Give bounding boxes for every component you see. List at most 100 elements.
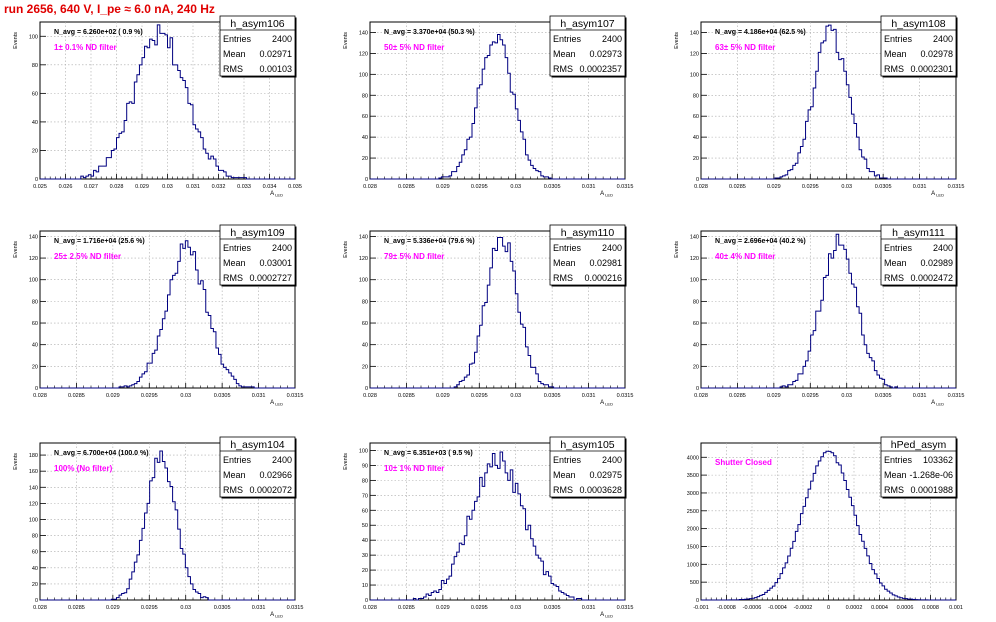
x-tick-label: 0.0315 — [287, 605, 304, 611]
stats-label-entries: Entries — [884, 455, 913, 465]
y-tick-label: 60 — [362, 114, 368, 120]
y-tick-label: 80 — [362, 299, 368, 305]
y-tick-label: 100 — [359, 448, 368, 454]
y-tick-label: 30 — [362, 553, 368, 559]
x-tick-label: 0.028 — [33, 605, 47, 611]
plot-frame — [369, 442, 626, 601]
x-tick-label: 0.027 — [84, 184, 98, 190]
y-tick-label: 40 — [693, 135, 699, 141]
x-axis-title: A LED — [931, 191, 944, 198]
y-tick-label: 60 — [32, 550, 38, 556]
x-tick-label: 0.026 — [59, 184, 73, 190]
x-axis-title: A LED — [600, 612, 613, 619]
y-tick-label: 2500 — [687, 509, 699, 515]
x-tick-label: 0.031 — [186, 184, 200, 190]
stats-label-entries: Entries — [223, 243, 252, 253]
x-tick-label: 0.031 — [913, 393, 927, 399]
run-title: run 2656, 640 V, I_pe ≈ 6.0 nA, 240 Hz — [4, 2, 215, 16]
y-axis-title: Events — [343, 32, 349, 49]
x-tick-label: 0.031 — [913, 184, 927, 190]
y-tick-label: 20 — [693, 156, 699, 162]
stats-label-rms: RMS — [553, 485, 573, 495]
histogram-name: h_asym109 — [230, 227, 284, 239]
x-tick-label: 0.031 — [252, 605, 266, 611]
x-tick-label: 0.028 — [694, 184, 708, 190]
stats-label-entries: Entries — [884, 34, 913, 44]
y-tick-label: 80 — [362, 478, 368, 484]
stats-value-mean: 0.02975 — [589, 470, 622, 480]
stats-label-entries: Entries — [553, 34, 582, 44]
y-tick-label: 120 — [690, 51, 699, 57]
panel-h_asym111: 0.028 0.0285 0.029 0.0295 0.03 0.0305 0.031 0.0… — [674, 224, 964, 407]
y-tick-label: 40 — [32, 566, 38, 572]
navg-label: N_avg = 6.351e+03 ( 9.5 %) — [384, 450, 473, 457]
y-tick-label: 120 — [359, 256, 368, 262]
x-tick-label: 0.0285 — [398, 184, 415, 190]
stats-value-entries: 2400 — [933, 243, 953, 253]
x-tick-label: 0.029 — [135, 184, 149, 190]
y-tick-label: 60 — [32, 91, 38, 97]
stats-box — [880, 224, 957, 286]
filter-annotation: Shutter Closed — [715, 458, 772, 467]
x-tick-label: 0.03 — [162, 184, 173, 190]
filter-annotation: 100% (No filter) — [54, 464, 113, 473]
stats-label-mean: Mean — [884, 258, 907, 268]
x-tick-label: 0.0305 — [214, 605, 231, 611]
x-tick-label: 0.0305 — [875, 393, 892, 399]
x-axis-title: A LED — [600, 400, 613, 407]
filter-annotation: 63± 5% ND filter — [715, 43, 775, 52]
y-tick-label: 20 — [362, 156, 368, 162]
x-axis-title: A LED — [931, 400, 944, 407]
y-tick-label: 0 — [35, 386, 38, 392]
histogram-line — [40, 24, 295, 180]
filter-annotation: 1± 0.1% ND filter — [54, 43, 117, 52]
x-tick-label: 0.0295 — [802, 393, 819, 399]
stats-value-mean: 0.02989 — [920, 258, 953, 268]
stats-label-entries: Entries — [553, 455, 582, 465]
x-tick-label: 0.029 — [436, 393, 450, 399]
x-tick-label: 0.029 — [767, 393, 781, 399]
filter-annotation: 79± 5% ND filter — [384, 252, 444, 261]
y-tick-label: 80 — [32, 63, 38, 69]
x-tick-label: 0.0305 — [544, 184, 561, 190]
filter-annotation: 25± 2.5% ND filter — [54, 252, 121, 261]
stats-value-entries: 2400 — [272, 455, 292, 465]
x-tick-label: 0.03 — [841, 184, 852, 190]
stats-label-rms: RMS — [884, 273, 904, 283]
y-tick-label: 2000 — [687, 527, 699, 533]
y-tick-label: 140 — [690, 30, 699, 36]
y-tick-label: 0 — [696, 386, 699, 392]
y-tick-label: 100 — [359, 72, 368, 78]
stats-value-rms: 0.0001988 — [910, 485, 953, 495]
y-tick-label: 20 — [362, 568, 368, 574]
stats-label-mean: Mean — [553, 470, 576, 480]
stats-label-entries: Entries — [553, 243, 582, 253]
stats-value-rms: 0.0002357 — [579, 64, 622, 74]
histogram-line — [370, 236, 625, 389]
y-tick-label: 100 — [29, 34, 38, 40]
y-tick-label: 40 — [32, 120, 38, 126]
x-tick-label: 0.0004 — [871, 605, 888, 611]
stats-value-mean: 0.02973 — [589, 49, 622, 59]
stats-label-rms: RMS — [223, 64, 243, 74]
histogram-line — [40, 450, 295, 601]
y-axis-title: Events — [343, 241, 349, 258]
y-tick-label: 100 — [690, 72, 699, 78]
y-tick-label: 40 — [32, 343, 38, 349]
y-tick-label: 90 — [362, 463, 368, 469]
stats-box — [219, 436, 296, 498]
x-tick-label: 0.031 — [582, 393, 596, 399]
stats-label-rms: RMS — [223, 273, 243, 283]
y-tick-label: 0 — [35, 177, 38, 183]
x-tick-label: 0 — [827, 605, 830, 611]
y-tick-label: 0 — [365, 386, 368, 392]
plot-frame — [700, 230, 957, 389]
histogram-line — [370, 451, 625, 601]
x-tick-label: -0.0004 — [768, 605, 787, 611]
y-tick-label: 0 — [365, 177, 368, 183]
stats-value-rms: 0.000216 — [584, 273, 622, 283]
stats-value-entries: 103362 — [923, 455, 953, 465]
y-tick-label: 140 — [359, 234, 368, 240]
histogram-line — [701, 24, 956, 180]
